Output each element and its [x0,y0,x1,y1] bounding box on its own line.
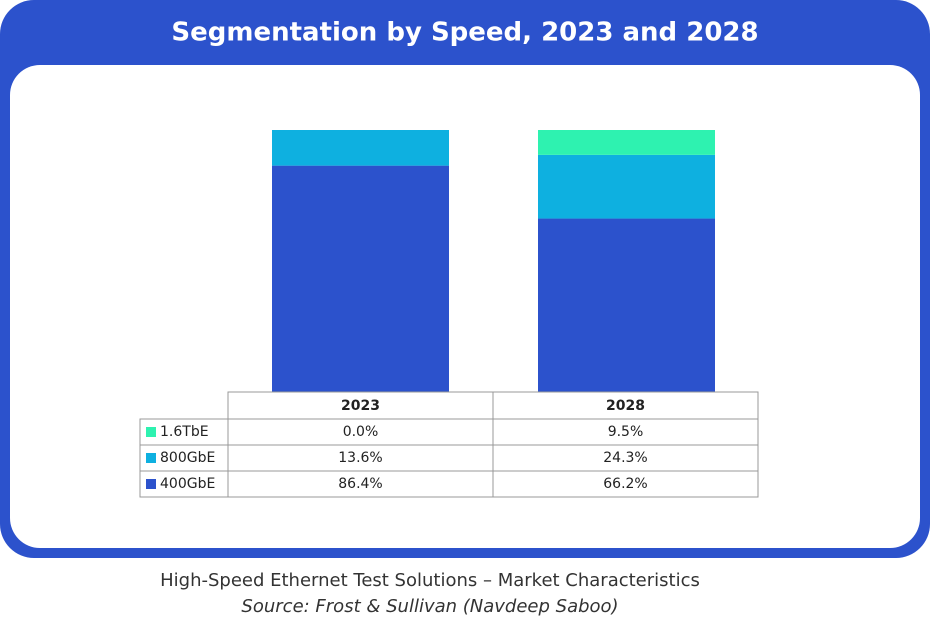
legend-label: 400GbE [160,476,215,492]
table-cell: 24.3% [603,450,647,466]
table-cell: 0.0% [343,424,379,440]
bar-segment [538,154,715,219]
bar-segment [272,130,449,166]
table-border [139,391,759,498]
table-header: 2028 [606,398,645,414]
table-cell: 13.6% [338,450,382,466]
legend-label: 1.6TbE [160,424,209,440]
bar-segment [272,165,449,392]
table-cell: 9.5% [608,424,644,440]
source: Source: Frost & Sullivan (Navdeep Saboo) [241,596,618,617]
legend-swatch [146,479,156,489]
panel [10,65,920,548]
bar-segment [538,218,715,392]
table-header: 2023 [341,398,380,414]
chart-title: Segmentation by Speed, 2023 and 2028 [171,18,758,48]
bar-segment [538,130,715,155]
legend-swatch [146,453,156,463]
legend-swatch [146,427,156,437]
table-cell: 86.4% [338,476,382,492]
legend-label: 800GbE [160,450,215,466]
caption: High-Speed Ethernet Test Solutions – Mar… [160,570,700,591]
table-cell: 66.2% [603,476,647,492]
